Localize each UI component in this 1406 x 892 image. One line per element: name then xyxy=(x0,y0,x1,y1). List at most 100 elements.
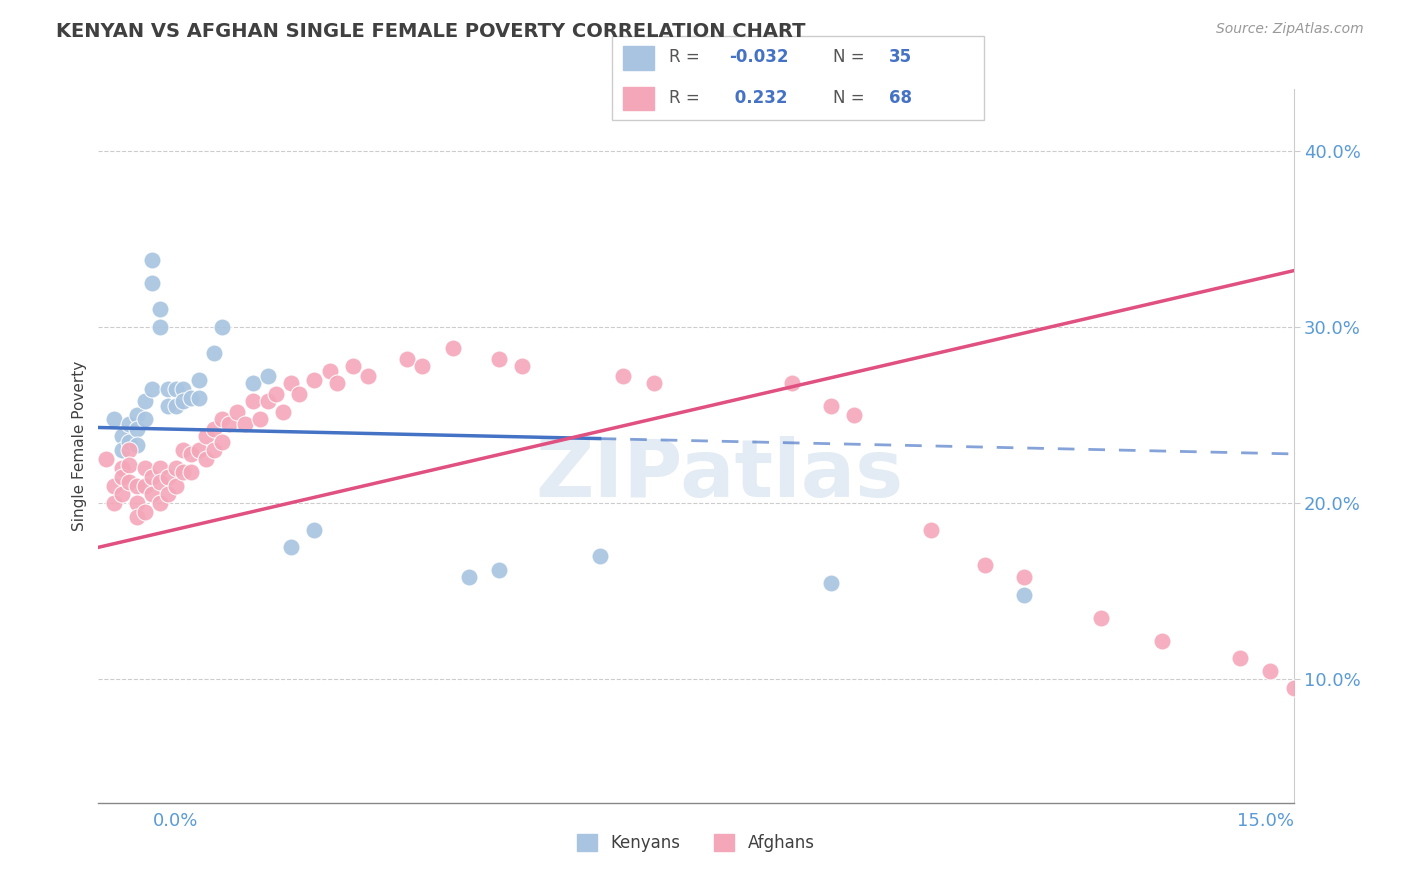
Point xyxy=(273,404,295,418)
Point xyxy=(149,496,172,510)
Point xyxy=(125,408,148,422)
Point xyxy=(264,387,287,401)
Point xyxy=(149,475,172,489)
Point xyxy=(187,391,209,405)
Point xyxy=(612,369,634,384)
Point xyxy=(125,496,148,510)
Point xyxy=(134,505,156,519)
Point xyxy=(165,478,187,492)
Text: ZIPatlas: ZIPatlas xyxy=(536,435,904,514)
Text: 0.232: 0.232 xyxy=(728,89,787,107)
Point xyxy=(125,438,148,452)
Point xyxy=(180,447,202,461)
Legend: Kenyans, Afghans: Kenyans, Afghans xyxy=(571,827,821,859)
Point xyxy=(134,411,156,425)
Text: 15.0%: 15.0% xyxy=(1237,812,1294,830)
Point xyxy=(149,302,172,317)
Point xyxy=(110,429,132,443)
Point xyxy=(1260,664,1282,678)
Point xyxy=(242,394,264,409)
Point xyxy=(195,429,218,443)
Point xyxy=(304,523,326,537)
Text: R =: R = xyxy=(669,48,700,66)
Text: Source: ZipAtlas.com: Source: ZipAtlas.com xyxy=(1216,22,1364,37)
Point xyxy=(820,400,842,414)
Point xyxy=(211,320,233,334)
Point xyxy=(165,400,187,414)
Point xyxy=(118,417,141,431)
Point xyxy=(242,376,264,391)
Point xyxy=(1012,570,1035,584)
Point xyxy=(125,422,148,436)
Text: N =: N = xyxy=(834,48,865,66)
Point xyxy=(141,470,163,484)
Point xyxy=(156,400,179,414)
Point xyxy=(118,434,141,449)
Point xyxy=(1090,611,1112,625)
Point xyxy=(974,558,997,572)
Point xyxy=(643,376,665,391)
Point xyxy=(172,394,194,409)
Point xyxy=(149,461,172,475)
Point xyxy=(211,411,233,425)
Point xyxy=(110,470,132,484)
Point xyxy=(156,487,179,501)
Point xyxy=(441,341,464,355)
Point xyxy=(920,523,942,537)
Point xyxy=(165,461,187,475)
Point xyxy=(512,359,534,373)
FancyBboxPatch shape xyxy=(612,36,984,120)
Point xyxy=(134,478,156,492)
Point xyxy=(319,364,342,378)
Text: 0.0%: 0.0% xyxy=(153,812,198,830)
Point xyxy=(118,443,141,458)
Point xyxy=(488,351,510,366)
Point xyxy=(125,510,148,524)
Point xyxy=(180,465,202,479)
Point xyxy=(202,346,225,360)
Text: KENYAN VS AFGHAN SINGLE FEMALE POVERTY CORRELATION CHART: KENYAN VS AFGHAN SINGLE FEMALE POVERTY C… xyxy=(56,22,806,41)
Point xyxy=(187,373,209,387)
Point xyxy=(118,458,141,472)
Point xyxy=(1229,651,1251,665)
Point xyxy=(280,376,302,391)
Point xyxy=(842,408,865,422)
Point xyxy=(141,253,163,268)
Point xyxy=(195,452,218,467)
Bar xyxy=(623,87,654,111)
Point xyxy=(141,487,163,501)
Point xyxy=(457,570,479,584)
Point xyxy=(202,443,225,458)
Point xyxy=(110,461,132,475)
Point xyxy=(257,369,280,384)
Point xyxy=(488,563,510,577)
Point xyxy=(103,496,125,510)
Point xyxy=(211,434,233,449)
Point xyxy=(141,276,163,290)
Point xyxy=(187,443,209,458)
Point xyxy=(94,452,117,467)
Point xyxy=(218,417,240,431)
Point xyxy=(103,478,125,492)
Point xyxy=(110,443,132,458)
Point xyxy=(156,470,179,484)
Point xyxy=(782,376,804,391)
Point xyxy=(257,394,280,409)
Y-axis label: Single Female Poverty: Single Female Poverty xyxy=(72,361,87,531)
Point xyxy=(141,382,163,396)
Point xyxy=(202,422,225,436)
Text: 35: 35 xyxy=(889,48,912,66)
Text: -0.032: -0.032 xyxy=(728,48,789,66)
Point xyxy=(1282,681,1305,696)
Point xyxy=(249,411,271,425)
Point xyxy=(326,376,349,391)
Point xyxy=(180,391,202,405)
Point xyxy=(233,417,256,431)
Point xyxy=(149,320,172,334)
Point xyxy=(280,541,302,555)
Point xyxy=(226,404,249,418)
Text: R =: R = xyxy=(669,89,700,107)
Point xyxy=(110,487,132,501)
Text: N =: N = xyxy=(834,89,865,107)
Point xyxy=(588,549,610,563)
